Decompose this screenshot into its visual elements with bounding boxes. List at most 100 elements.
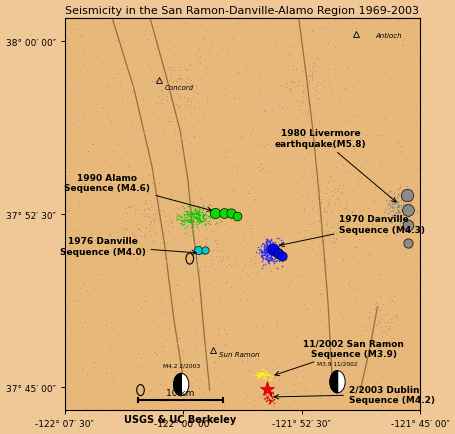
Point [265, 19, 272, 26]
Point [222, 128, 230, 135]
Point [393, 209, 400, 216]
Point [147, 219, 154, 226]
Point [203, 214, 210, 221]
Point [351, 285, 358, 292]
Point [188, 154, 195, 161]
Point [291, 79, 298, 86]
Point [300, 107, 308, 114]
Point [168, 217, 175, 224]
Point [128, 229, 135, 236]
Point [201, 365, 208, 372]
Point [229, 247, 237, 254]
Point [172, 102, 180, 108]
Point [391, 213, 398, 220]
Point [265, 244, 272, 251]
Point [169, 224, 176, 231]
Point [281, 54, 288, 61]
Point [244, 190, 252, 197]
Point [272, 254, 279, 261]
Point [175, 76, 182, 82]
Point [235, 104, 243, 111]
Point [324, 163, 331, 170]
Point [156, 240, 163, 247]
Point [124, 204, 131, 210]
Point [388, 219, 395, 226]
Point [268, 398, 275, 404]
Point [150, 227, 157, 234]
Point [304, 112, 312, 118]
Title: Seismicity in the San Ramon-Danville-Alamo Region 1969-2003: Seismicity in the San Ramon-Danville-Ala… [66, 6, 420, 16]
Point [255, 370, 263, 377]
Point [143, 180, 150, 187]
Point [198, 218, 205, 225]
Point [398, 203, 405, 210]
Point [292, 82, 299, 89]
Point [99, 247, 106, 253]
Point [195, 210, 202, 217]
Point [146, 160, 153, 167]
Point [103, 215, 110, 222]
Point [209, 126, 216, 133]
Point [387, 337, 394, 344]
Point [333, 355, 340, 362]
Point [169, 309, 177, 316]
Point [301, 134, 308, 141]
Point [263, 250, 270, 257]
Point [267, 393, 274, 400]
Point [203, 95, 211, 102]
Point [372, 306, 379, 312]
Point [380, 320, 388, 327]
Point [211, 341, 218, 348]
Point [271, 244, 278, 251]
Point [346, 385, 353, 392]
Point [278, 166, 285, 173]
Point [150, 364, 157, 371]
Point [400, 350, 408, 357]
Point [389, 315, 396, 322]
Point [407, 197, 415, 204]
Point [318, 251, 325, 258]
Point [402, 175, 409, 182]
Point [107, 164, 114, 171]
Point [394, 335, 401, 342]
Point [262, 372, 269, 378]
Point [156, 198, 163, 205]
Point [151, 56, 158, 63]
Point [294, 107, 302, 114]
Point [278, 253, 286, 260]
Point [185, 103, 192, 110]
Point [204, 247, 212, 254]
Point [298, 68, 306, 75]
Point [263, 391, 270, 398]
Point [168, 72, 175, 79]
Point [399, 199, 406, 206]
Point [264, 246, 271, 253]
Point [159, 398, 167, 404]
Point [266, 376, 273, 383]
Point [283, 251, 291, 258]
Point [315, 217, 323, 224]
Point [259, 256, 266, 263]
Point [413, 273, 420, 280]
Point [131, 202, 138, 209]
Point [275, 253, 283, 260]
Point [145, 146, 152, 153]
Point [197, 217, 204, 224]
Point [175, 150, 182, 157]
Point [233, 171, 241, 178]
Point [173, 213, 181, 220]
Point [336, 229, 344, 236]
Point [315, 218, 323, 225]
Point [262, 261, 269, 268]
Point [234, 21, 242, 28]
Point [338, 127, 345, 134]
Point [183, 57, 190, 64]
Point [372, 299, 379, 306]
Point [331, 17, 339, 24]
Point [102, 23, 110, 30]
Point [322, 207, 329, 214]
Point [285, 130, 292, 137]
Point [268, 247, 275, 254]
Point [208, 228, 216, 235]
Point [96, 198, 103, 205]
